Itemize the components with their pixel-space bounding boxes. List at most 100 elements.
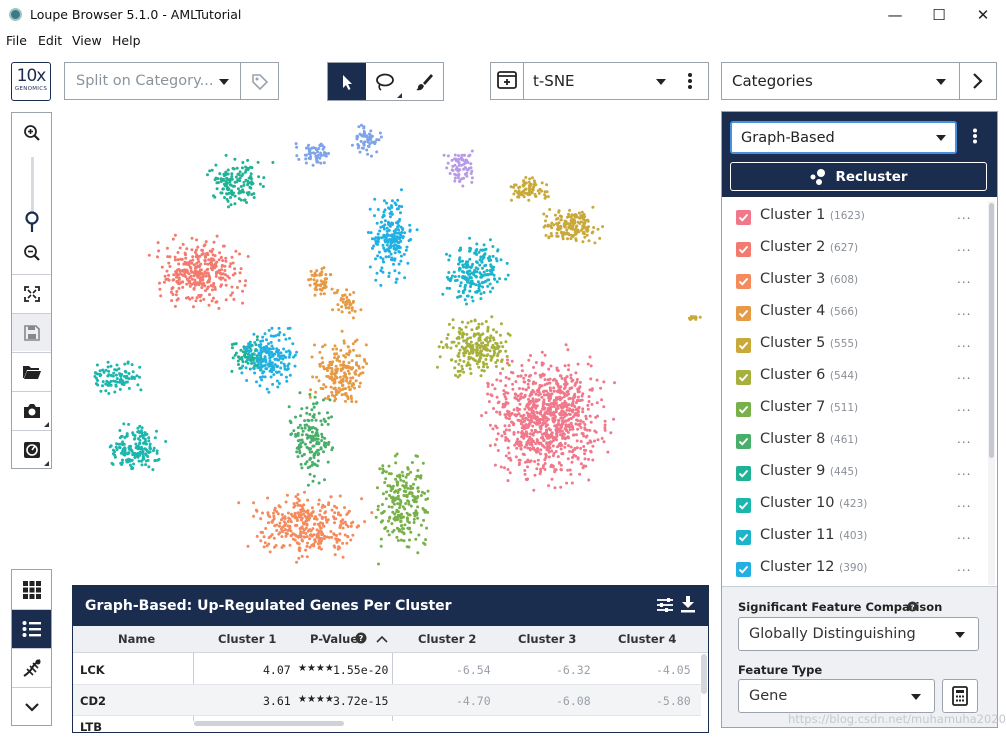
lasso-tool-button[interactable] — [366, 63, 404, 100]
cluster-row[interactable]: Cluster 4 (566)... — [722, 297, 987, 329]
list-view-button[interactable] — [12, 609, 51, 648]
chevron-right-icon[interactable] — [970, 72, 984, 94]
more-views-button[interactable] — [12, 687, 51, 726]
cluster-checkbox[interactable] — [736, 306, 751, 321]
clustering-more-icon[interactable] — [972, 128, 978, 148]
cluster-more-button[interactable]: ... — [957, 304, 972, 318]
save-icon — [23, 324, 40, 341]
menu-file[interactable]: File — [6, 33, 27, 48]
cluster-more-button[interactable]: ... — [957, 272, 972, 286]
fit-to-screen-button[interactable] — [12, 274, 51, 312]
cluster-row[interactable]: Cluster 12 (390)... — [722, 553, 987, 585]
projection-dropdown[interactable]: t-SNE — [490, 62, 709, 100]
feature-type-dropdown[interactable]: Gene — [738, 679, 935, 713]
table-horizontal-scrollbar[interactable] — [194, 721, 344, 726]
tag-icon[interactable] — [250, 72, 270, 96]
cluster-row[interactable]: Cluster 1 (1623)... — [722, 201, 987, 233]
projection-more-icon[interactable] — [687, 72, 693, 94]
check-icon — [738, 501, 749, 510]
col-cluster-4[interactable]: Cluster 4 — [618, 632, 677, 646]
cluster-more-button[interactable]: ... — [957, 240, 972, 254]
col-name[interactable]: Name — [118, 632, 156, 646]
brush-tool-button[interactable] — [405, 63, 443, 100]
cluster-row[interactable]: Cluster 11 (403)... — [722, 521, 987, 553]
trajectory-view-button[interactable] — [12, 648, 51, 687]
cluster-more-button[interactable]: ... — [957, 432, 972, 446]
cluster-1-value: 3.61 — [263, 694, 291, 708]
cluster-checkbox[interactable] — [736, 402, 751, 417]
screenshot-button[interactable] — [12, 391, 51, 429]
cluster-row[interactable]: Cluster 10 (423)... — [722, 489, 987, 521]
calculator-button[interactable] — [942, 679, 978, 713]
col-cluster-1[interactable]: Cluster 1 — [218, 632, 277, 646]
cluster-more-button[interactable]: ... — [957, 496, 972, 510]
filter-settings-icon[interactable] — [656, 596, 674, 618]
cluster-more-button[interactable]: ... — [957, 560, 972, 574]
cluster-name: Cluster 6 — [760, 367, 826, 383]
zoom-in-button[interactable] — [12, 113, 51, 153]
cluster-count: (627) — [829, 242, 859, 254]
split-category-dropdown[interactable]: Split on Category... — [64, 62, 279, 100]
categories-dropdown[interactable]: Categories — [721, 62, 997, 100]
cluster-row[interactable]: Cluster 8 (461)... — [722, 425, 987, 457]
cluster-more-button[interactable]: ... — [957, 208, 972, 222]
col-cluster-3[interactable]: Cluster 3 — [518, 632, 577, 646]
col-p-value[interactable]: P-Value — [310, 632, 359, 646]
cluster-more-button[interactable]: ... — [957, 368, 972, 382]
cluster-row[interactable]: Cluster 5 (555)... — [722, 329, 987, 361]
menu-view[interactable]: View — [72, 33, 102, 48]
check-icon — [738, 309, 749, 318]
save-button[interactable] — [12, 313, 51, 351]
clustering-dropdown[interactable]: Graph-Based — [730, 121, 957, 154]
cluster-more-button[interactable]: ... — [957, 528, 972, 542]
sig-comparison-value: Globally Distinguishing — [749, 626, 916, 642]
pointer-tool-button[interactable] — [328, 63, 366, 100]
minimize-button[interactable]: — — [887, 6, 903, 24]
color-scale-button[interactable] — [12, 430, 51, 468]
cluster-row[interactable]: Cluster 2 (627)... — [722, 233, 987, 265]
col-cluster-2[interactable]: Cluster 2 — [418, 632, 477, 646]
cluster-more-button[interactable]: ... — [957, 336, 972, 350]
cluster-more-button[interactable]: ... — [957, 400, 972, 414]
table-vertical-scrollbar[interactable] — [701, 654, 707, 694]
close-button[interactable]: ✕ — [976, 6, 990, 24]
cluster-checkbox[interactable] — [736, 210, 751, 225]
maximize-button[interactable]: ☐ — [932, 6, 946, 24]
cluster-checkbox[interactable] — [736, 466, 751, 481]
cluster-checkbox[interactable] — [736, 530, 751, 545]
grid-view-button[interactable] — [12, 570, 51, 609]
cluster-list-scrollbar[interactable] — [988, 201, 995, 585]
download-icon[interactable] — [680, 595, 696, 617]
list-icon — [22, 621, 41, 637]
cluster-more-button[interactable]: ... — [957, 464, 972, 478]
zoom-slider-handle[interactable] — [24, 211, 40, 237]
open-folder-button[interactable] — [12, 352, 51, 390]
menu-help[interactable]: Help — [112, 33, 141, 48]
chevron-down-icon — [24, 703, 39, 712]
help-icon[interactable]: ? — [355, 632, 367, 648]
sig-comparison-dropdown[interactable]: Globally Distinguishing — [738, 617, 979, 651]
tsne-plot[interactable] — [56, 108, 716, 578]
cluster-row[interactable]: Cluster 6 (544)... — [722, 361, 987, 393]
differential-expression-table: Graph-Based: Up-Regulated Genes Per Clus… — [72, 585, 709, 733]
cluster-checkbox[interactable] — [736, 498, 751, 513]
sort-asc-icon[interactable] — [376, 633, 388, 648]
cluster-row[interactable]: Cluster 3 (608)... — [722, 265, 987, 297]
projection-add-icon[interactable] — [496, 69, 518, 95]
table-row[interactable]: LCK 4.07 ★★★★ 1.55e-20 -6.54 -6.32 -4.05 — [73, 654, 701, 685]
cluster-checkbox[interactable] — [736, 562, 751, 577]
cluster-row[interactable]: Cluster 9 (445)... — [722, 457, 987, 489]
table-row[interactable]: CD2 3.61 ★★★★ 3.72e-15 -4.70 -6.08 -5.80 — [73, 685, 701, 716]
zoom-out-button[interactable] — [12, 234, 51, 272]
cluster-row[interactable]: Cluster 7 (511)... — [722, 393, 987, 425]
zoom-slider-track[interactable] — [31, 157, 34, 217]
cluster-checkbox[interactable] — [736, 370, 751, 385]
significance-stars: ★★★★ — [298, 663, 334, 674]
cluster-checkbox[interactable] — [736, 338, 751, 353]
cluster-checkbox[interactable] — [736, 434, 751, 449]
cluster-checkbox[interactable] — [736, 274, 751, 289]
cluster-checkbox[interactable] — [736, 242, 751, 257]
recluster-button[interactable]: Recluster — [730, 162, 987, 191]
help-icon[interactable]: ? — [907, 601, 918, 616]
menu-edit[interactable]: Edit — [38, 33, 63, 48]
